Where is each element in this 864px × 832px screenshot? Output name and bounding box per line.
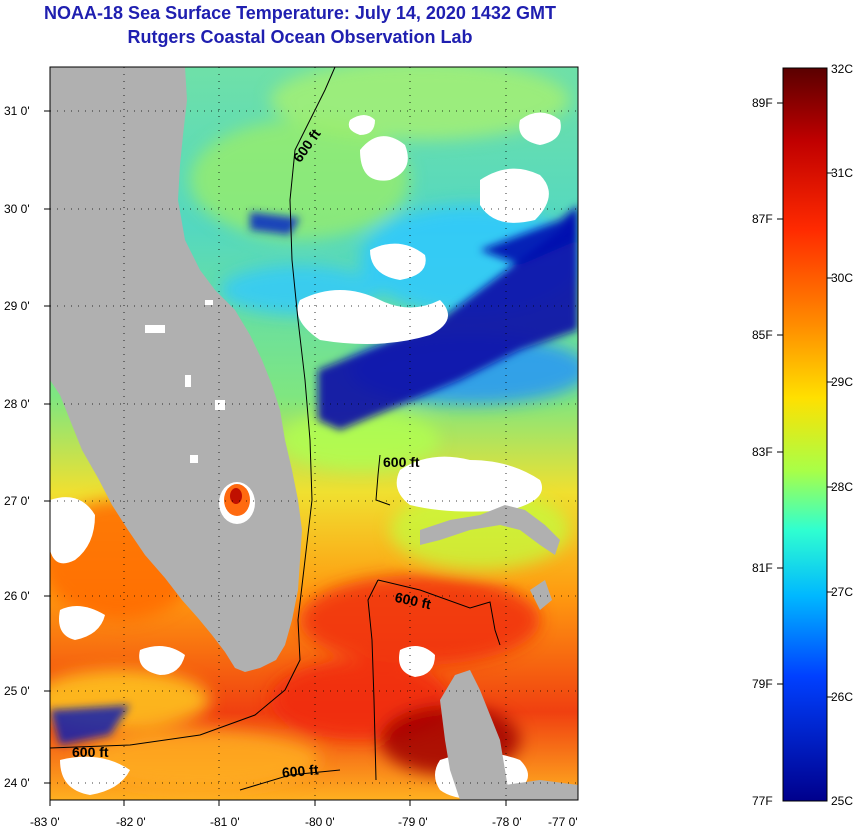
bahamas-north-land (420, 505, 560, 555)
lake-okeechobee (219, 482, 255, 524)
isobath-lines (49, 66, 501, 791)
lat-label: 29 0' (4, 299, 30, 313)
celsius-label: 32C (831, 62, 853, 76)
lat-label: 25 0' (4, 684, 30, 698)
lat-label: 26 0' (4, 589, 30, 603)
latitude-labels: 31 0' 30 0' 29 0' 28 0' 27 0' 26 0' 25 0… (4, 104, 30, 790)
fahrenheit-label: 89F (752, 96, 773, 110)
temperature-colorbar: 32C 31C 30C 29C 28C 27C 26C 25C 89F 87F … (752, 62, 853, 808)
andros-island (440, 670, 510, 800)
celsius-label: 27C (831, 585, 853, 599)
map-subtitle: Rutgers Coastal Ocean Observation Lab (127, 27, 473, 47)
lon-label: -83 0' (30, 815, 60, 829)
fahrenheit-label: 83F (752, 445, 773, 459)
celsius-label: 31C (831, 166, 853, 180)
lon-label: -82 0' (116, 815, 146, 829)
fahrenheit-label: 81F (752, 561, 773, 575)
fahrenheit-label: 87F (752, 212, 773, 226)
lon-label: -80 0' (305, 815, 335, 829)
lon-label: -77 0' (548, 815, 578, 829)
map-frame (49, 66, 579, 801)
isobath-label: 600 ft (281, 761, 319, 780)
map-title: NOAA-18 Sea Surface Temperature: July 14… (44, 3, 556, 23)
fahrenheit-label: 77F (752, 794, 773, 808)
longitude-labels: -83 0' -82 0' -81 0' -80 0' -79 0' -78 0… (30, 815, 578, 829)
lon-label: -79 0' (398, 815, 428, 829)
fahrenheit-label: 85F (752, 328, 773, 342)
axis-ticks (44, 110, 507, 806)
celsius-label: 25C (831, 794, 853, 808)
celsius-label: 26C (831, 690, 853, 704)
sst-field (50, 67, 578, 800)
celsius-label: 29C (831, 375, 853, 389)
lon-label: -81 0' (210, 815, 240, 829)
lat-label: 27 0' (4, 494, 30, 508)
lat-label: 28 0' (4, 397, 30, 411)
lat-label: 30 0' (4, 202, 30, 216)
isobath-label: 600 ft (393, 589, 432, 612)
fahrenheit-label: 79F (752, 677, 773, 691)
celsius-label: 28C (831, 480, 853, 494)
isobath-label: 600 ft (383, 454, 420, 470)
isobath-label: 600 ft (72, 744, 109, 760)
celsius-label: 30C (831, 271, 853, 285)
lat-label: 31 0' (4, 104, 30, 118)
lat-label: 24 0' (4, 776, 30, 790)
lon-label: -78 0' (492, 815, 522, 829)
